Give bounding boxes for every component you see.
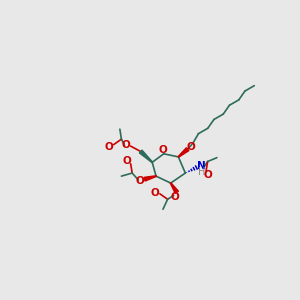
Text: O: O — [186, 142, 195, 152]
Text: O: O — [122, 156, 131, 166]
Text: O: O — [171, 192, 180, 202]
Text: N: N — [197, 161, 206, 171]
Polygon shape — [139, 150, 152, 163]
Text: O: O — [203, 169, 212, 180]
Text: O: O — [136, 176, 144, 186]
Text: O: O — [122, 140, 130, 150]
Polygon shape — [144, 176, 156, 181]
Text: O: O — [159, 145, 167, 155]
Polygon shape — [178, 148, 189, 157]
Text: O: O — [151, 188, 160, 198]
Text: H: H — [198, 167, 205, 177]
Text: O: O — [105, 142, 113, 152]
Polygon shape — [170, 183, 178, 194]
